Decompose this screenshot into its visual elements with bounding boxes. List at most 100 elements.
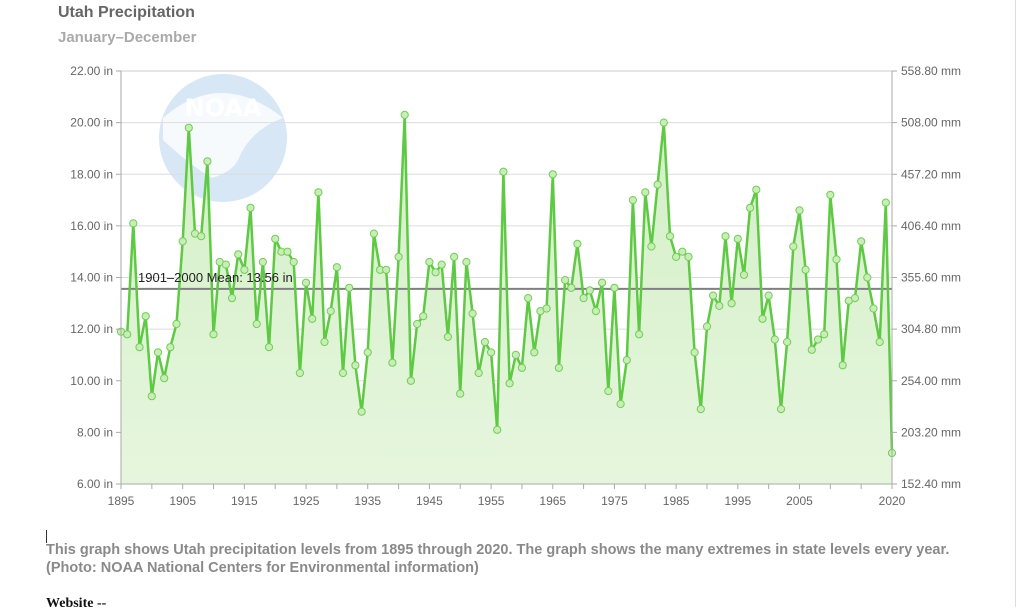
- data-point: [789, 242, 798, 251]
- data-point: [659, 118, 668, 127]
- data-point: [715, 301, 724, 310]
- data-point: [752, 185, 761, 194]
- x-tick-label: 1995: [724, 494, 751, 508]
- data-point: [591, 307, 601, 316]
- y-tick-label: 14.00 in: [70, 271, 113, 285]
- data-point: [776, 405, 786, 414]
- data-point: [197, 232, 206, 241]
- data-point: [561, 276, 570, 285]
- y2-tick-label: 152.40 mm: [901, 477, 961, 491]
- data-point: [641, 188, 650, 197]
- mean-label: 1901–2000 Mean: 13.56 in: [138, 270, 293, 285]
- data-point: [264, 343, 274, 352]
- data-point: [357, 407, 366, 416]
- y2-tick-label: 304.80 mm: [901, 322, 961, 336]
- data-point: [258, 257, 267, 267]
- data-point: [505, 379, 514, 388]
- data-point: [678, 247, 687, 256]
- website-label[interactable]: Website --: [46, 596, 107, 611]
- data-point: [166, 343, 175, 352]
- data-point: [696, 405, 705, 414]
- data-point: [524, 294, 533, 303]
- data-point: [394, 252, 403, 261]
- noaa-logo-text: NOAA: [185, 94, 262, 122]
- data-point: [554, 363, 564, 372]
- data-point: [437, 260, 446, 269]
- x-tick-label: 1905: [169, 494, 196, 508]
- data-point: [271, 234, 280, 243]
- data-point: [209, 330, 218, 339]
- data-point: [314, 188, 323, 197]
- data-point: [727, 299, 736, 308]
- x-tick-label: 1945: [416, 494, 443, 508]
- page-edge-rule: [1015, 0, 1016, 607]
- data-point: [345, 283, 354, 292]
- chart-title: Utah Precipitation: [58, 4, 195, 21]
- data-point: [234, 250, 243, 259]
- x-tick-label: 1935: [354, 494, 381, 508]
- data-point: [702, 322, 712, 331]
- data-point: [301, 278, 311, 287]
- data-point: [474, 368, 483, 378]
- data-point: [647, 242, 656, 251]
- data-point: [863, 273, 872, 282]
- data-point: [783, 337, 792, 347]
- x-tick-label: 1915: [231, 494, 258, 508]
- data-point: [585, 286, 594, 295]
- data-point: [616, 399, 625, 409]
- x-tick-label: 1955: [478, 494, 505, 508]
- data-point: [129, 219, 138, 228]
- data-point: [875, 337, 884, 347]
- data-point: [628, 196, 638, 205]
- x-tick-label: 1925: [293, 494, 320, 508]
- y-tick-label: 12.00 in: [70, 322, 113, 336]
- data-point: [573, 239, 582, 248]
- data-point: [413, 319, 422, 329]
- data-point: [653, 180, 662, 189]
- data-point: [517, 363, 527, 372]
- data-point: [308, 314, 317, 323]
- data-point: [511, 350, 520, 359]
- data-points: [116, 110, 897, 458]
- data-point: [850, 294, 860, 303]
- data-point: [369, 229, 378, 238]
- data-point: [579, 294, 588, 303]
- y-tick-label: 6.00 in: [77, 477, 113, 491]
- y2-tick-label: 558.80 mm: [901, 64, 961, 78]
- data-point: [813, 335, 823, 344]
- data-point: [153, 348, 163, 357]
- data-point: [363, 348, 372, 357]
- y2-tick-label: 203.20 mm: [901, 425, 961, 439]
- data-point: [388, 358, 397, 367]
- data-point: [739, 270, 749, 279]
- data-point: [807, 345, 816, 354]
- noaa-logo: NOAA: [159, 74, 287, 202]
- data-point: [246, 203, 255, 212]
- y2-tick-label: 254.00 mm: [901, 374, 961, 388]
- data-point: [123, 330, 132, 339]
- data-point: [227, 294, 237, 303]
- data-point: [826, 190, 835, 199]
- data-point: [672, 252, 681, 261]
- y2-tick-label: 508.00 mm: [901, 116, 961, 130]
- data-point: [295, 368, 304, 378]
- data-point: [425, 257, 434, 267]
- data-point: [240, 265, 249, 274]
- y-tick-label: 10.00 in: [70, 374, 113, 388]
- data-point: [480, 337, 489, 347]
- data-point: [184, 123, 193, 132]
- data-point: [419, 312, 428, 321]
- y2-tick-label: 355.60 mm: [901, 271, 961, 285]
- data-point: [462, 257, 471, 267]
- data-point: [795, 206, 804, 215]
- x-tick-label: 2005: [786, 494, 813, 508]
- data-point: [338, 368, 348, 378]
- data-point: [450, 252, 459, 261]
- data-point: [320, 337, 329, 347]
- data-point: [548, 170, 557, 179]
- y2-tick-label: 406.40 mm: [901, 219, 961, 233]
- data-point: [542, 304, 551, 313]
- data-point: [838, 361, 847, 370]
- y-tick-label: 16.00 in: [70, 219, 113, 233]
- data-point: [567, 283, 576, 292]
